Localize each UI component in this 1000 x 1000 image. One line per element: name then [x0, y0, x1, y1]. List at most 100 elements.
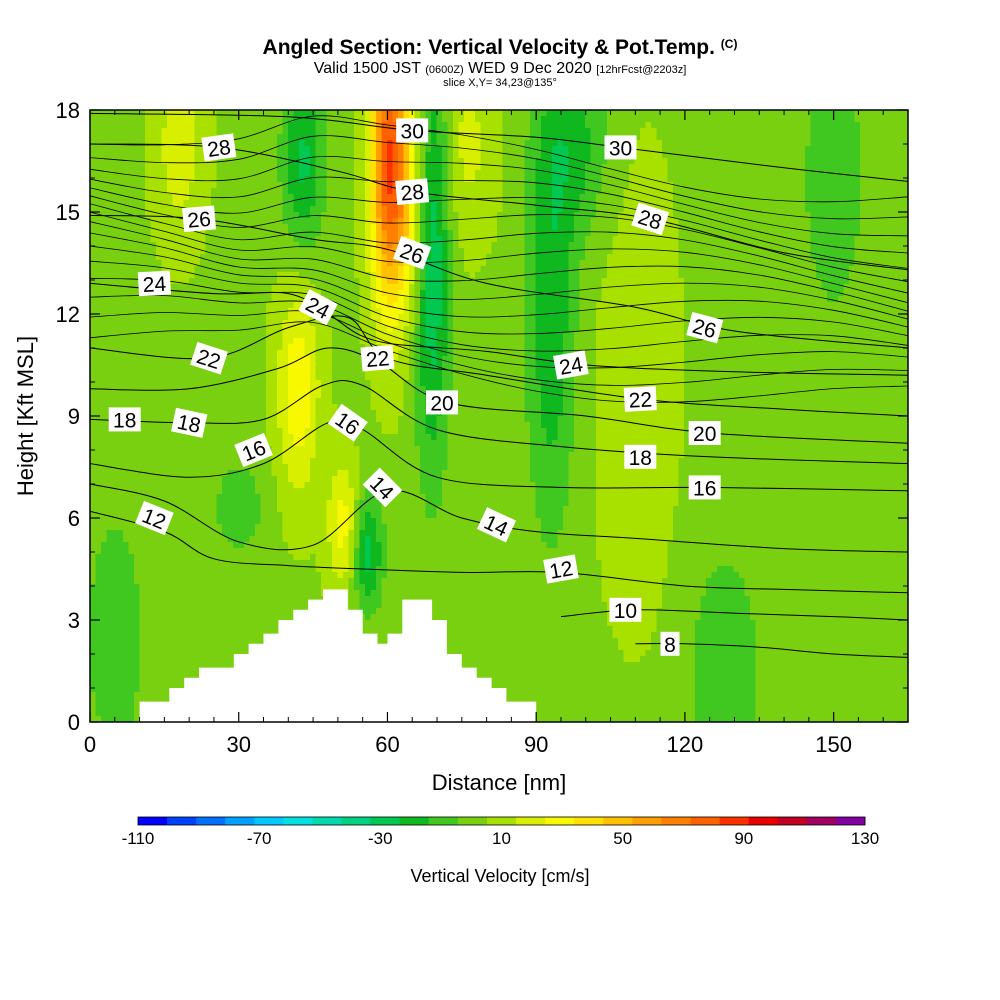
field-cell — [607, 182, 614, 189]
field-cell — [788, 188, 795, 195]
field-cell — [596, 254, 603, 261]
field-cell — [816, 116, 823, 123]
field-cell — [310, 158, 317, 165]
field-cell — [343, 206, 350, 213]
field-cell — [816, 140, 823, 147]
field-cell — [865, 206, 872, 213]
field-cell — [321, 290, 328, 297]
field-cell — [904, 302, 908, 309]
field-cell — [398, 224, 405, 231]
field-cell — [134, 218, 141, 225]
field-cell — [205, 296, 212, 303]
field-cell — [387, 128, 394, 135]
field-cell — [293, 260, 300, 267]
field-cell — [464, 218, 471, 225]
field-cell — [447, 302, 454, 309]
field-cell — [662, 260, 669, 267]
field-cell — [304, 146, 311, 153]
field-cell — [574, 236, 581, 243]
field-cell — [150, 206, 157, 213]
field-cell — [810, 272, 817, 279]
field-cell — [871, 122, 878, 129]
field-cell — [332, 182, 339, 189]
field-cell — [761, 158, 768, 165]
field-cell — [480, 242, 487, 249]
field-cell — [244, 248, 251, 255]
field-cell — [123, 302, 130, 309]
field-cell — [772, 110, 779, 117]
field-cell — [651, 194, 658, 201]
field-cell — [508, 224, 515, 231]
field-cell — [255, 116, 262, 123]
field-cell — [612, 176, 619, 183]
field-cell — [898, 260, 905, 267]
field-cell — [695, 260, 702, 267]
field-cell — [882, 110, 889, 117]
field-cell — [629, 284, 636, 291]
field-cell — [574, 122, 581, 129]
field-cell — [629, 158, 636, 165]
field-cell — [772, 278, 779, 285]
field-cell — [750, 200, 757, 207]
field-cell — [376, 278, 383, 285]
field-cell — [695, 122, 702, 129]
field-cell — [447, 230, 454, 237]
field-cell — [249, 146, 256, 153]
field-cell — [469, 224, 476, 231]
field-cell — [739, 236, 746, 243]
field-cell — [128, 164, 135, 171]
field-cell — [134, 308, 141, 315]
field-cell — [414, 278, 421, 285]
field-cell — [744, 158, 751, 165]
field-cell — [497, 152, 504, 159]
field-cell — [332, 158, 339, 165]
field-cell — [865, 194, 872, 201]
field-cell — [178, 290, 185, 297]
field-cell — [546, 110, 553, 117]
field-cell — [733, 230, 740, 237]
field-cell — [640, 194, 647, 201]
field-cell — [271, 302, 278, 309]
field-cell — [552, 284, 559, 291]
field-cell — [205, 308, 212, 315]
field-cell — [563, 152, 570, 159]
field-cell — [95, 182, 102, 189]
field-cell — [436, 260, 443, 267]
field-cell — [827, 200, 834, 207]
field-cell — [546, 284, 553, 291]
field-cell — [816, 290, 823, 297]
field-cell — [524, 290, 531, 297]
field-cell — [629, 272, 636, 279]
field-cell — [359, 152, 366, 159]
field-cell — [453, 248, 460, 255]
field-cell — [464, 194, 471, 201]
field-cell — [436, 308, 443, 315]
field-cell — [816, 158, 823, 165]
field-cell — [623, 284, 630, 291]
field-cell — [623, 116, 630, 123]
field-cell — [420, 164, 427, 171]
field-cell — [200, 122, 207, 129]
field-cell — [601, 302, 608, 309]
field-cell — [860, 116, 867, 123]
field-cell — [689, 188, 696, 195]
field-cell — [266, 260, 273, 267]
field-cell — [662, 200, 669, 207]
field-cell — [612, 188, 619, 195]
field-cell — [486, 272, 493, 279]
field-cell — [332, 242, 339, 249]
field-cell — [161, 224, 168, 231]
field-cell — [315, 260, 322, 267]
field-cell — [486, 194, 493, 201]
field-cell — [722, 290, 729, 297]
field-cell — [843, 248, 850, 255]
field-cell — [106, 278, 113, 285]
field-cell — [574, 248, 581, 255]
field-cell — [145, 296, 152, 303]
field-cell — [95, 152, 102, 159]
field-cell — [783, 182, 790, 189]
field-cell — [299, 188, 306, 195]
field-cell — [744, 290, 751, 297]
field-cell — [458, 302, 465, 309]
field-cell — [95, 134, 102, 141]
